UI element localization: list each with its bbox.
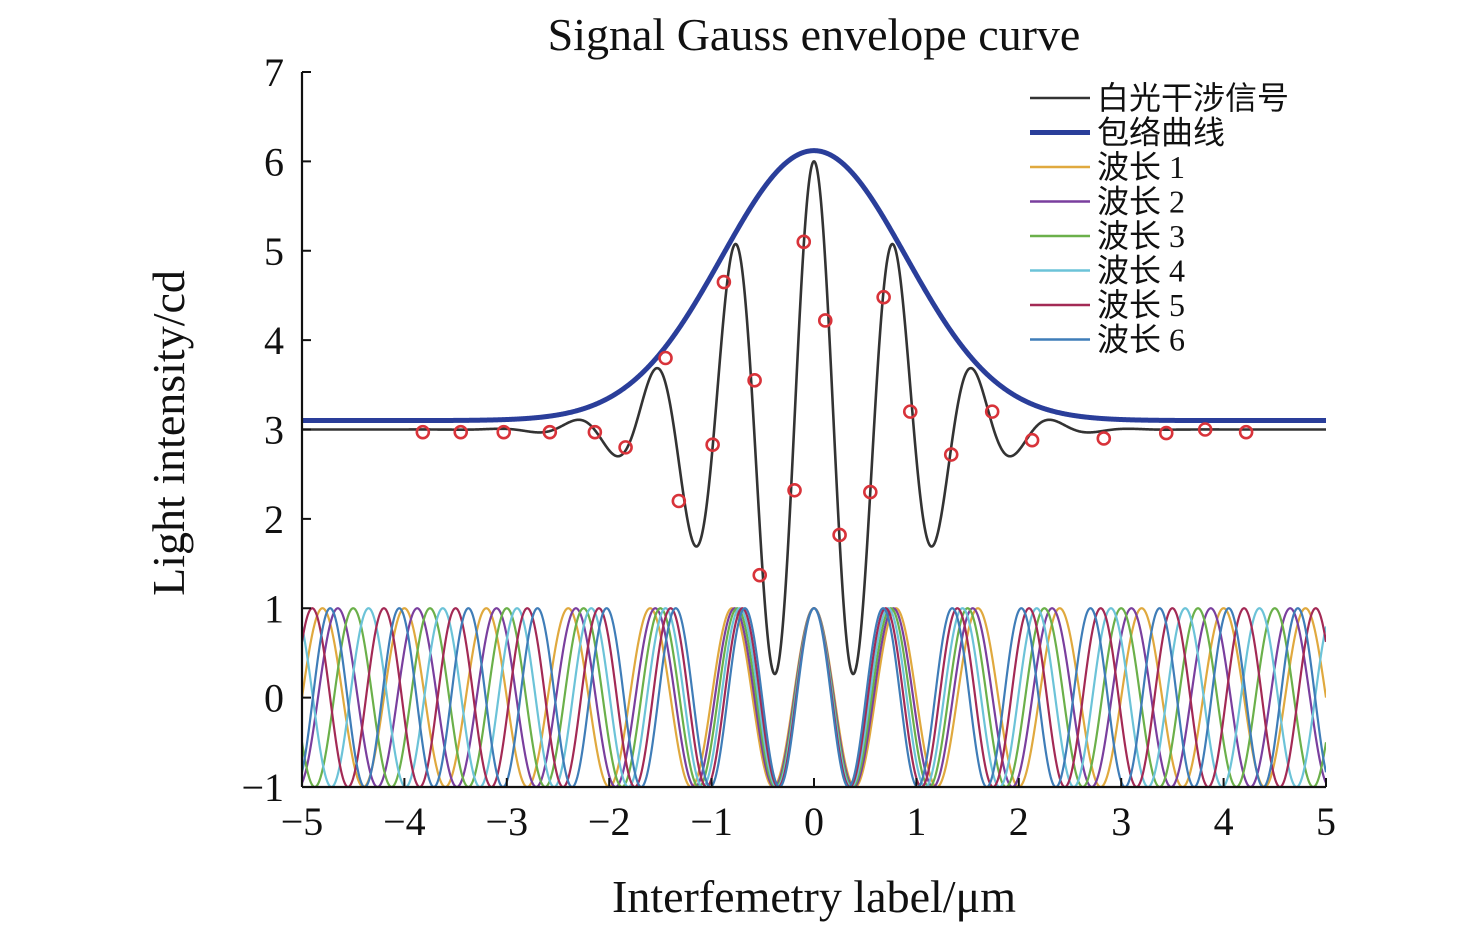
x-tick-label: 2	[1009, 799, 1029, 844]
legend-label: 波长 5	[1097, 287, 1185, 323]
sample-point-3	[496, 424, 512, 440]
sample-point-15	[832, 527, 847, 543]
x-tick-label: −4	[383, 799, 426, 844]
sample-point-1	[415, 424, 431, 440]
sample-point-6	[618, 440, 633, 455]
sample-point-22	[1024, 432, 1040, 448]
chart-title: Signal Gauss envelope curve	[548, 9, 1081, 60]
series-line-envelope	[302, 148, 1326, 424]
sample-point-17	[863, 484, 878, 500]
legend-label: 波长 2	[1097, 184, 1185, 220]
series-line-wavelength-1	[302, 607, 1326, 787]
x-tick-label: 1	[906, 799, 926, 844]
sample-point-2	[453, 424, 469, 440]
sample-point-21	[984, 404, 1000, 419]
y-tick-label: 5	[264, 229, 284, 274]
sample-point-20	[943, 447, 959, 462]
sample-point-9	[705, 437, 720, 452]
sample-point-4	[542, 424, 558, 440]
sample-point-10	[716, 274, 732, 290]
x-tick-label: −5	[281, 799, 324, 844]
axes: −5 −4 −3 −2 −1 0 1 2 3 4 5 −1 0 1 2 3 4 5 6 7	[241, 50, 1336, 844]
sample-point-16	[817, 313, 833, 328]
y-tick-label: 2	[264, 497, 284, 542]
series-line-white-light-signal	[302, 159, 1326, 676]
sample-point-26	[1238, 424, 1254, 440]
y-tick-label: −1	[241, 765, 284, 810]
y-tick-label: 4	[264, 318, 284, 363]
x-tick-label: 5	[1316, 799, 1336, 844]
y-tick-label: 0	[264, 676, 284, 721]
y-tick-label: 6	[264, 139, 284, 184]
legend-label: 波长 4	[1097, 253, 1185, 289]
plot-area	[302, 148, 1326, 787]
y-tick-label: 1	[264, 586, 284, 631]
legend-label: 波长 1	[1097, 149, 1185, 185]
sample-point-12	[752, 567, 768, 583]
x-tick-label: 4	[1214, 799, 1234, 844]
sample-point-25	[1197, 422, 1213, 437]
legend-label: 波长 6	[1097, 322, 1185, 358]
legend-label: 白光干涉信号	[1097, 80, 1289, 116]
x-tick-label: 0	[804, 799, 824, 844]
x-axis-title: Interfemetry label/μm	[612, 871, 1016, 922]
sample-point-7	[658, 350, 673, 366]
sample-point-18	[876, 289, 891, 305]
sample-point-13	[787, 482, 802, 498]
sample-point-5	[587, 424, 603, 440]
sample-point-19	[902, 404, 918, 419]
sample-point-24	[1158, 425, 1174, 441]
x-tick-label: −3	[486, 799, 529, 844]
y-tick-label: 7	[264, 50, 284, 95]
y-tick-label: 3	[264, 408, 284, 453]
x-tick-label: −1	[690, 799, 733, 844]
x-tick-label: 3	[1111, 799, 1131, 844]
legend-label: 包络曲线	[1097, 115, 1225, 151]
x-tick-label: −2	[588, 799, 631, 844]
sample-point-11	[747, 373, 762, 388]
series-line-wavelength-6	[302, 607, 1326, 787]
sample-point-23	[1096, 431, 1112, 446]
sample-point-8	[671, 493, 687, 509]
sample-point-14	[796, 234, 812, 250]
y-axis-title: Light intensity/cd	[143, 270, 194, 596]
legend-label: 波长 3	[1097, 218, 1185, 254]
